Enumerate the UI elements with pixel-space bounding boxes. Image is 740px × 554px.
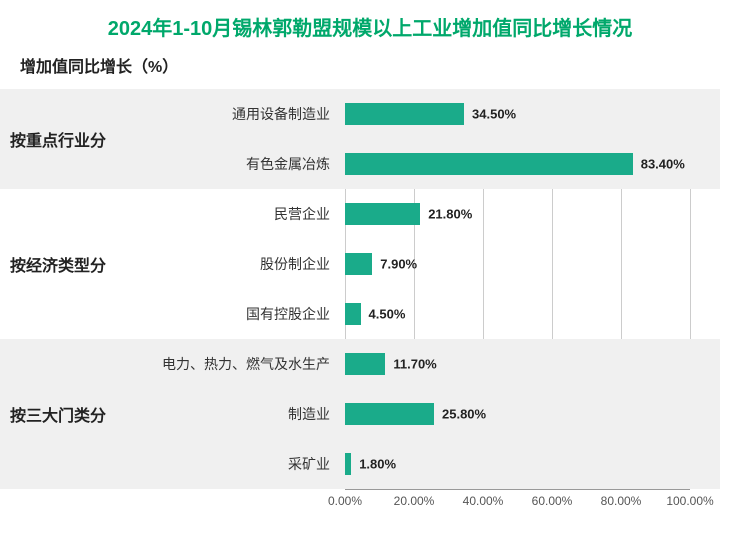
x-tick: 60.00% (532, 494, 573, 508)
bar-track: 4.50% (345, 303, 690, 325)
bar-row: 电力、热力、燃气及水生产 11.70% (140, 339, 720, 389)
bar-value: 83.40% (641, 157, 685, 172)
bar (345, 453, 351, 475)
bar (345, 203, 420, 225)
bar-track: 83.40% (345, 153, 690, 175)
bar-track: 1.80% (345, 453, 690, 475)
chart-subtitle: 增加值同比增长（%） (0, 49, 740, 89)
chart-title: 2024年1-10月锡林郭勒盟规模以上工业增加值同比增长情况 (0, 0, 740, 49)
x-tick: 80.00% (601, 494, 642, 508)
group-label: 按经济类型分 (0, 189, 128, 339)
bar-row: 股份制企业 7.90% (140, 239, 720, 289)
bar-track: 11.70% (345, 353, 690, 375)
bar-row: 民营企业 21.80% (140, 189, 720, 239)
row-label: 有色金属冶炼 (140, 154, 340, 174)
bar-row: 通用设备制造业 34.50% (140, 89, 720, 139)
bar-value: 34.50% (472, 107, 516, 122)
bar (345, 253, 372, 275)
row-label: 股份制企业 (140, 254, 340, 274)
bar-track: 21.80% (345, 203, 690, 225)
row-label: 国有控股企业 (140, 304, 340, 324)
x-tick: 0.00% (328, 494, 362, 508)
bar-value: 11.70% (393, 357, 436, 372)
row-label: 民营企业 (140, 204, 340, 224)
x-tick: 20.00% (394, 494, 435, 508)
bar (345, 153, 633, 175)
bar-value: 25.80% (442, 407, 486, 422)
bar-row: 国有控股企业 4.50% (140, 289, 720, 339)
bar-row: 采矿业 1.80% (140, 439, 720, 489)
chart-area: 按重点行业分通用设备制造业34.50%有色金属冶炼83.40%按经济类型分民营企… (140, 89, 720, 521)
row-label: 采矿业 (140, 454, 340, 474)
row-label: 电力、热力、燃气及水生产 (140, 354, 340, 374)
group-label: 按重点行业分 (0, 89, 128, 189)
bar-row: 有色金属冶炼 83.40% (140, 139, 720, 189)
bar (345, 403, 434, 425)
x-axis: 0.00%20.00%40.00%60.00%80.00%100.00% (345, 489, 690, 509)
row-label: 制造业 (140, 404, 340, 424)
bar (345, 103, 464, 125)
bar (345, 353, 385, 375)
bar-value: 7.90% (380, 257, 417, 272)
bar-value: 4.50% (369, 307, 406, 322)
bar-track: 7.90% (345, 253, 690, 275)
bar-row: 制造业 25.80% (140, 389, 720, 439)
bar-value: 1.80% (359, 457, 396, 472)
x-tick: 100.00% (666, 494, 713, 508)
bar-track: 25.80% (345, 403, 690, 425)
group-label: 按三大门类分 (0, 339, 128, 489)
bar (345, 303, 361, 325)
row-label: 通用设备制造业 (140, 104, 340, 124)
x-tick: 40.00% (463, 494, 504, 508)
bar-value: 21.80% (428, 207, 472, 222)
bar-track: 34.50% (345, 103, 690, 125)
